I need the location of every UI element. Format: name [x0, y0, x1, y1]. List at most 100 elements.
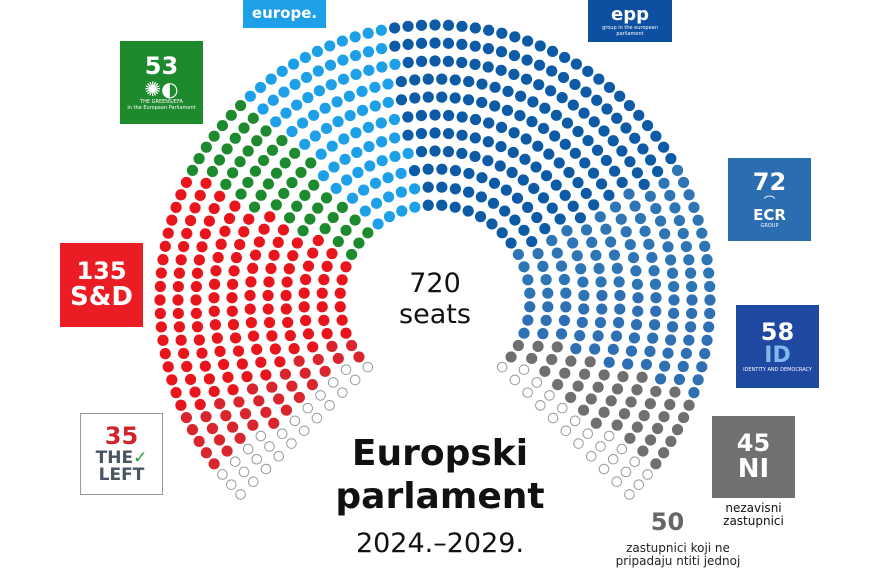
seat-epp [436, 163, 448, 175]
seat-id [596, 289, 608, 302]
seat-renew-europe [299, 51, 311, 64]
seat-epp [456, 111, 468, 123]
seat-ni [559, 367, 571, 379]
seat-unaffiliated [311, 412, 323, 424]
seat-s-d [219, 225, 231, 237]
seat-epp [561, 117, 574, 129]
seat-ni [605, 395, 617, 407]
seat-ecr [673, 214, 686, 227]
seat-ni [644, 398, 656, 410]
seat-s-d [245, 317, 257, 329]
seat-id [649, 319, 661, 331]
seat-epp [569, 147, 581, 159]
seat-renew-europe [409, 183, 421, 195]
seat-ecr [540, 274, 552, 286]
seat-ecr [623, 188, 635, 200]
seat-s-d [253, 236, 265, 248]
seat-ni [611, 419, 623, 431]
seat-s-d [196, 241, 208, 253]
seat-s-d [243, 213, 255, 225]
seat-s-d [208, 292, 220, 304]
seat-s-d [307, 341, 319, 353]
seat-unaffiliated [547, 412, 559, 424]
seat-the-left [200, 447, 212, 459]
seat-epp [572, 125, 584, 138]
seat-unaffiliated [298, 425, 310, 437]
seat-id [668, 307, 680, 320]
seat-s-d [178, 240, 190, 253]
seat-the-left [221, 445, 233, 457]
seat-renew-europe [389, 150, 401, 163]
seat-epp [607, 135, 619, 147]
seat-epp [422, 163, 434, 175]
seat-s-d [334, 301, 346, 313]
seat-renew-europe [351, 146, 363, 159]
seat-ni [552, 379, 564, 391]
seat-greens-efa [312, 202, 324, 214]
seat-epp [543, 148, 555, 160]
seat-ni [565, 355, 577, 367]
seat-epp [534, 40, 546, 52]
seat-s-d [157, 254, 169, 266]
seat-epp [638, 178, 650, 190]
seat-renew-europe [289, 78, 301, 91]
seat-id [659, 360, 671, 372]
seat-epp [463, 186, 475, 198]
seat-epp [436, 73, 448, 85]
seat-epp [429, 145, 441, 157]
seat-ecr [524, 287, 536, 299]
seat-epp [456, 20, 468, 32]
seat-s-d [269, 343, 281, 355]
seat-epp [449, 165, 462, 177]
seat-epp [641, 119, 654, 132]
seat-greens-efa [266, 144, 279, 156]
seat-epp [509, 214, 521, 226]
seat-ni [590, 417, 602, 429]
seat-the-left [253, 395, 265, 407]
seat-s-d [302, 260, 315, 272]
seat-epp [595, 178, 608, 190]
seat-s-d [190, 307, 202, 320]
seat-s-d [181, 360, 193, 373]
seat-epp [442, 37, 455, 49]
seat-epp [486, 218, 498, 230]
seat-epp [526, 235, 538, 248]
seat-s-d [318, 314, 330, 326]
seat-id [630, 319, 643, 331]
seat-unaffiliated [607, 453, 619, 465]
seat-renew-europe [369, 100, 381, 112]
seat-renew-europe [336, 35, 348, 47]
seat-s-d [236, 358, 248, 370]
seat-s-d [229, 200, 241, 212]
seat-epp [389, 22, 401, 34]
seat-unaffiliated [238, 466, 250, 478]
seat-the-left [286, 380, 298, 392]
seat-renew-europe [276, 65, 288, 77]
seat-ecr [634, 212, 647, 225]
seat-ecr [611, 262, 623, 274]
seat-greens-efa [346, 248, 358, 261]
seat-greens-efa [242, 176, 254, 189]
seat-s-d [263, 316, 276, 329]
seat-greens-efa [270, 199, 282, 211]
seat-renew-europe [278, 86, 290, 98]
seat-renew-europe [350, 68, 362, 81]
ni-description: nezavisni zastupnici [700, 501, 807, 528]
seat-s-d [166, 374, 178, 386]
seat-id [644, 345, 656, 357]
seat-s-d [272, 236, 284, 249]
title-years: 2024.–2029. [355, 528, 525, 559]
seat-renew-europe [349, 31, 361, 43]
seat-ecr [688, 201, 700, 213]
seat-epp [415, 37, 428, 49]
seat-s-d [281, 276, 293, 288]
seat-unaffiliated [522, 387, 533, 398]
seat-epp [553, 157, 565, 169]
id-logo-sub: IDENTITY AND DEMOCRACY [743, 367, 812, 374]
seat-epp [402, 56, 414, 69]
seat-unaffiliated [337, 387, 348, 398]
seat-id [704, 307, 716, 320]
title-line2: parlament [335, 476, 545, 518]
seat-epp [429, 109, 441, 121]
seat-epp [488, 177, 501, 189]
